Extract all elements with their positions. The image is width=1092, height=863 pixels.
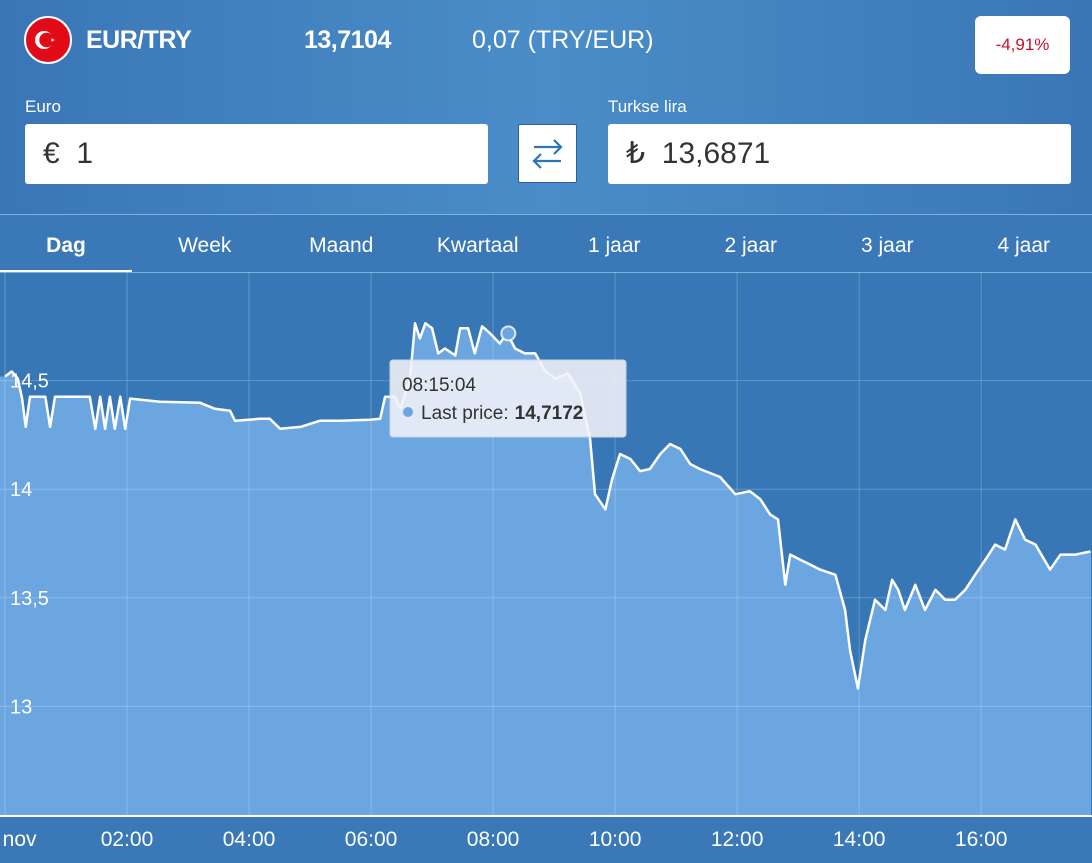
tab[interactable]: Maand <box>309 234 374 257</box>
tooltip-time: 08:15:04 <box>402 375 476 396</box>
flag <box>24 16 72 64</box>
tab[interactable]: 3 jaar <box>860 234 914 257</box>
tab[interactable]: Week <box>178 234 232 257</box>
to-input[interactable]: ₺ 13,6871 <box>608 124 1071 184</box>
change-badge: -4,91% <box>975 16 1070 74</box>
tooltip-dot <box>403 407 413 417</box>
to-label: Turkse lira <box>608 97 687 116</box>
tooltip-value: 14,7172 <box>515 403 584 424</box>
tab[interactable]: Kwartaal <box>436 234 519 257</box>
header: EUR/TRY 13,7104 0,07 (TRY/EUR) -4,91% Eu… <box>0 0 1092 214</box>
y-tick-label: 14,5 <box>10 371 49 393</box>
hover-marker <box>500 325 517 342</box>
from-input[interactable]: € 1 <box>25 124 488 184</box>
x-tick-label: 24 nov <box>0 828 37 851</box>
y-tick-label: 13,5 <box>10 588 49 610</box>
amount: 1 <box>76 137 94 170</box>
swap-icon <box>532 139 563 169</box>
tab[interactable]: 1 jaar <box>587 234 641 257</box>
rate: 13,7104 <box>304 26 391 54</box>
currency-symbol: € <box>43 137 60 170</box>
tab[interactable]: 2 jaar <box>724 234 778 257</box>
tooltip-label: Last price: <box>421 403 509 424</box>
currency-symbol: ₺ <box>626 137 646 170</box>
y-tick-label: 14 <box>10 479 32 501</box>
x-tick-label: 08:00 <box>467 828 520 851</box>
tab[interactable]: Dag <box>0 215 132 273</box>
chart: 13 13,5 14 14,5 24 nov 02:00 04:00 06:00 08:00 10… <box>0 272 1092 851</box>
amount: 13,6871 <box>661 137 771 170</box>
tooltip: 08:15:04 Last price: 14,7172 <box>389 359 627 438</box>
area <box>0 323 1091 815</box>
tooltip-box <box>389 359 627 438</box>
x-tick-label: 04:00 <box>223 828 276 851</box>
x-tick-label: 02:00 <box>101 828 154 851</box>
pair: EUR/TRY <box>86 26 192 54</box>
swap-button[interactable] <box>518 124 577 183</box>
x-tick-label: 16:00 <box>955 828 1008 851</box>
tooltip-text: Last price: 14,7172 <box>421 403 583 424</box>
x-tick-label: 14:00 <box>833 828 886 851</box>
tab[interactable]: 4 jaar <box>997 234 1051 257</box>
y-tick-label: 13 <box>10 696 32 718</box>
inverse-rate: 0,07 (TRY/EUR) <box>472 26 654 54</box>
period-tabs: Dag Week Maand Kwartaal 1 jaar 2 jaar 3 jaar 4 … <box>0 214 1092 273</box>
x-tick-label: 06:00 <box>345 828 398 851</box>
x-tick-label: 10:00 <box>589 828 642 851</box>
x-tick-label: 12:00 <box>711 828 764 851</box>
from-label: Euro <box>25 97 61 116</box>
